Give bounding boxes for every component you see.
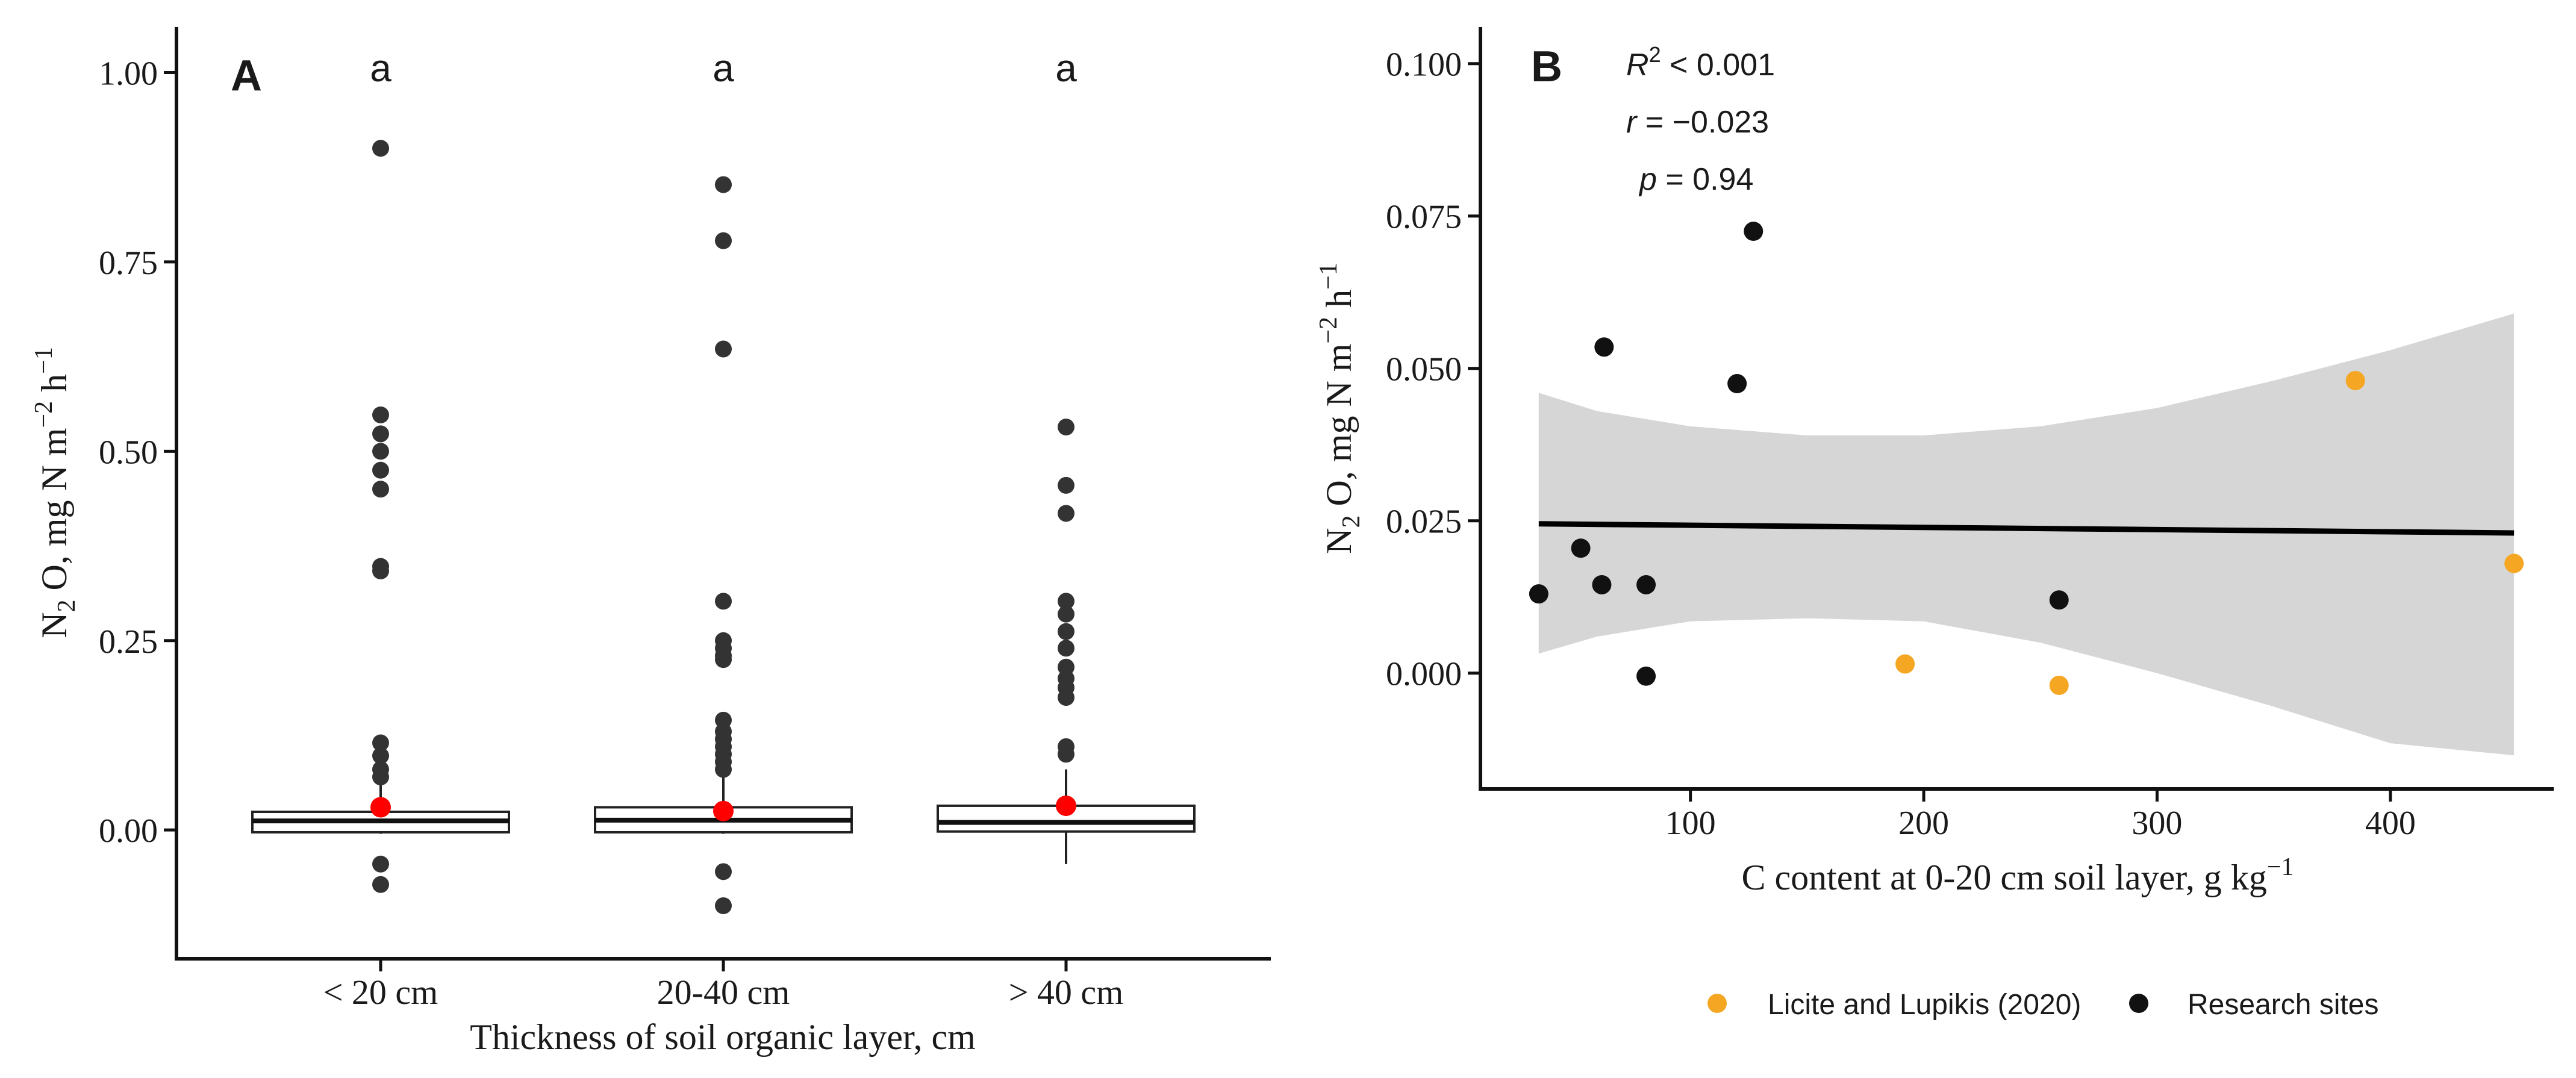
- panel-a-x-ticks: < 20 cm 20-40 cm > 40 cm: [323, 959, 1124, 1012]
- outlier-point: [715, 651, 732, 668]
- panel-b-scatter: 0.000 0.025 0.050 0.075 0.100 100 200 300 400 B…: [1315, 27, 2554, 1021]
- scatter-point-research-site: [1592, 575, 1612, 594]
- outlier-point: [715, 761, 732, 778]
- scatter-point-research-site: [1744, 222, 1764, 241]
- panel-a-y-tick-label: 0.00: [99, 812, 158, 850]
- scatter-point-licite: [2049, 675, 2069, 695]
- outlier-point: [1058, 623, 1074, 640]
- regression-line: [1538, 521, 2515, 536]
- outlier-point: [715, 232, 732, 249]
- scatter-point-licite: [2345, 370, 2365, 390]
- outlier-point: [715, 176, 732, 193]
- panel-b-x-tick-label: 200: [1898, 805, 1949, 842]
- stat-p: p = 0.94: [1638, 162, 1753, 197]
- outlier-point: [1058, 476, 1074, 494]
- outlier-point: [372, 734, 389, 752]
- panel-a-x-tick-label: 20-40 cm: [657, 973, 790, 1012]
- stat-r: r = −0.023: [1626, 105, 1769, 140]
- legend-label-research-sites: Research sites: [2188, 989, 2378, 1021]
- panel-b-y-ticks: 0.000 0.025 0.050 0.075 0.100: [1386, 46, 1480, 693]
- panel-b-x-axis-title: C content at 0-20 cm soil layer, g kg−1: [1741, 853, 2294, 897]
- confidence-band: [1538, 313, 2515, 756]
- significance-letter: a: [1055, 46, 1077, 90]
- scatter-point-licite: [1895, 654, 1915, 674]
- panel-b-x-tick-label: 100: [1665, 805, 1716, 842]
- legend-marker-research-sites: [2129, 994, 2148, 1013]
- panel-a-x-tick-label: > 40 cm: [1009, 973, 1124, 1012]
- outlier-point: [372, 481, 389, 498]
- panel-b-marks: [1529, 222, 2524, 756]
- outlier-point: [1058, 593, 1074, 610]
- panel-b-y-tick-label: 0.100: [1386, 46, 1462, 84]
- scatter-point-research-site: [1636, 666, 1656, 686]
- mean-point: [370, 797, 391, 818]
- scatter-point-licite: [2504, 553, 2524, 573]
- panel-b-x-ticks: 100 200 300 400: [1665, 789, 2416, 842]
- panel-a-y-tick-label: 0.75: [99, 245, 158, 282]
- legend-label-licite: Licite and Lupikis (2020): [1768, 989, 2081, 1021]
- outlier-point: [1058, 640, 1074, 657]
- panel-b-y-tick-label: 0.000: [1386, 656, 1462, 693]
- panel-a-y-ticks: 0.00 0.25 0.50 0.75 1.00: [99, 55, 176, 850]
- outlier-point: [715, 593, 732, 610]
- outlier-point: [372, 768, 389, 786]
- outlier-point: [372, 425, 389, 443]
- scatter-point-research-site: [1636, 575, 1656, 594]
- outlier-point: [715, 897, 732, 914]
- outlier-point: [1058, 746, 1074, 763]
- panel-b-y-tick-label: 0.075: [1386, 199, 1462, 236]
- panel-b-label: B: [1531, 43, 1562, 91]
- outlier-point: [1058, 605, 1074, 623]
- outlier-point: [372, 876, 389, 893]
- panel-a-x-tick-label: < 20 cm: [323, 973, 438, 1012]
- scatter-point-research-site: [1529, 584, 1548, 604]
- panel-b-y-tick-label: 0.050: [1386, 351, 1462, 388]
- significance-letter: a: [370, 46, 391, 90]
- outlier-point: [1058, 505, 1074, 522]
- outlier-point: [372, 406, 389, 423]
- outlier-point: [715, 863, 732, 880]
- stat-r-squared: R2 < 0.001: [1626, 42, 1775, 83]
- panel-a-y-axis-title: N2 O, mg N m−2 h−1: [30, 347, 81, 638]
- mean-point: [1056, 795, 1076, 816]
- outlier-point: [372, 747, 389, 764]
- outlier-point: [372, 443, 389, 460]
- outlier-point: [1058, 689, 1074, 706]
- outlier-point: [372, 855, 389, 873]
- scatter-point-research-site: [2049, 590, 2069, 610]
- significance-letter: a: [713, 46, 734, 90]
- mean-point: [713, 800, 734, 821]
- legend-marker-licite: [1707, 994, 1727, 1013]
- panel-b-x-tick-label: 400: [2365, 805, 2416, 842]
- outlier-point: [1058, 419, 1074, 436]
- panel-b-x-tick-label: 300: [2132, 805, 2182, 842]
- outlier-point: [372, 140, 389, 157]
- panel-a-y-tick-label: 0.25: [99, 623, 158, 661]
- outlier-point: [372, 461, 389, 479]
- panel-a-x-axis-title: Thickness of soil organic layer, cm: [470, 1017, 976, 1057]
- scatter-point-research-site: [1727, 374, 1747, 394]
- legend: Licite and Lupikis (2020) Research sites: [1707, 989, 2378, 1021]
- panel-b-y-axis-title: N2 O, mg N m−2 h−1: [1315, 263, 1365, 554]
- panel-a-label: A: [231, 52, 262, 100]
- outlier-point: [372, 562, 389, 580]
- scatter-point-research-site: [1571, 538, 1591, 558]
- panel-a-y-tick-label: 0.50: [99, 434, 158, 471]
- scatter-point-research-site: [1594, 337, 1614, 357]
- panel-a-y-tick-label: 1.00: [99, 55, 158, 92]
- outlier-point: [715, 340, 732, 358]
- panel-b-y-tick-label: 0.025: [1386, 503, 1462, 541]
- panel-a-boxplot: a a a 0.00 0.25 0.50 0.75 1.00 < 20 cm 20-40 cm…: [30, 27, 1271, 1057]
